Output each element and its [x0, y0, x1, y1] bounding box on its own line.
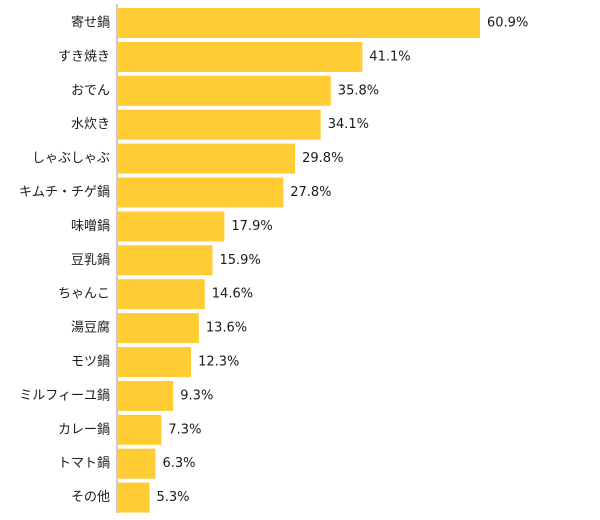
value-label-5: 27.8%: [290, 185, 331, 200]
bars-layer: [118, 8, 480, 513]
bar-14: [118, 482, 150, 513]
category-label-7: 豆乳鍋: [71, 252, 110, 268]
category-label-0: 寄せ鍋: [71, 15, 110, 31]
category-label-1: すき焼き: [58, 49, 110, 64]
value-label-4: 29.8%: [302, 151, 343, 166]
category-labels-layer: 寄せ鍋すき焼きおでん水炊きしゃぶしゃぶキムチ・チゲ鍋味噌鍋豆乳鍋ちゃんこ湯豆腐モ…: [19, 15, 110, 506]
bar-13: [118, 448, 156, 479]
value-label-3: 34.1%: [328, 117, 369, 132]
value-label-13: 6.3%: [162, 456, 195, 471]
category-label-2: おでん: [71, 83, 110, 98]
value-label-6: 17.9%: [231, 219, 272, 234]
bar-12: [118, 414, 162, 445]
bar-6: [118, 211, 225, 242]
category-label-5: キムチ・チゲ鍋: [19, 184, 110, 200]
value-label-9: 13.6%: [206, 321, 247, 336]
category-label-4: しゃぶしゃぶ: [32, 151, 110, 166]
category-label-6: 味噌鍋: [71, 218, 110, 234]
bar-2: [118, 75, 331, 106]
bar-9: [118, 313, 199, 344]
value-label-0: 60.9%: [487, 16, 528, 31]
value-label-14: 5.3%: [157, 490, 190, 505]
category-label-3: 水炊き: [71, 117, 110, 132]
bar-10: [118, 347, 192, 377]
bar-0: [118, 8, 480, 38]
bar-11: [118, 380, 174, 411]
category-label-11: ミルフィーユ鍋: [19, 387, 110, 403]
value-label-12: 7.3%: [168, 422, 201, 437]
value-label-1: 41.1%: [369, 49, 410, 64]
category-label-8: ちゃんこ: [58, 287, 110, 302]
category-label-12: カレー鍋: [58, 421, 110, 437]
value-labels-layer: 60.9% 41.1% 35.8% 34.1% 29.8% 27.8% 17.9% 15.9%…: [157, 16, 529, 506]
bar-5: [118, 177, 284, 208]
value-label-10: 12.3%: [198, 355, 239, 370]
bar-7: [118, 245, 213, 276]
value-label-2: 35.8%: [338, 83, 379, 98]
value-label-11: 9.3%: [180, 388, 213, 403]
category-label-13: トマト鍋: [58, 455, 110, 471]
value-label-7: 15.9%: [220, 253, 261, 268]
category-label-14: その他: [71, 490, 110, 505]
bar-8: [118, 279, 205, 310]
value-label-8: 14.6%: [212, 287, 253, 302]
category-label-10: モツ鍋: [71, 354, 110, 370]
category-label-9: 湯豆腐: [71, 321, 110, 336]
bar-4: [118, 143, 296, 174]
bar-1: [118, 41, 363, 72]
bar-3: [118, 109, 321, 140]
